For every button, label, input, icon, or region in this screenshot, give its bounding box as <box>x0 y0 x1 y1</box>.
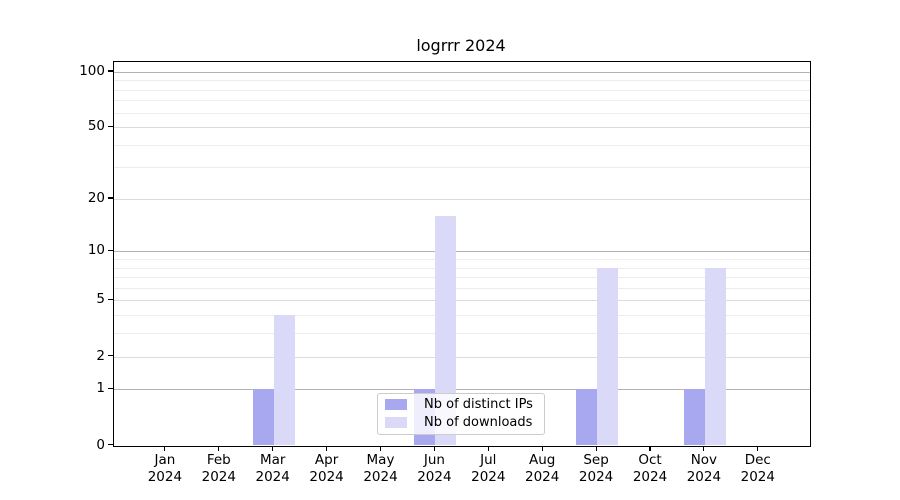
x-tick-label-dec: Dec 2024 <box>740 452 775 485</box>
gridline-minor <box>114 100 810 102</box>
x-tick-mark <box>272 446 274 451</box>
y-tick-label: 5 <box>96 291 105 308</box>
legend-label-distinct-ips: Nb of distinct IPs <box>424 396 533 412</box>
bar-downloads-jun <box>435 216 457 446</box>
x-tick-label-jan: Jan 2024 <box>147 452 183 485</box>
plot-area <box>113 60 811 447</box>
y-tick-label: 0 <box>96 436 105 453</box>
gridline-minor <box>114 259 810 261</box>
y-tick-mark <box>107 355 113 357</box>
legend-item-downloads: Nb of downloads <box>385 414 537 431</box>
gridline-minor <box>114 112 810 114</box>
x-tick-label-jun: Jun 2024 <box>417 452 452 485</box>
y-tick-mark <box>107 249 113 252</box>
y-tick-mark <box>107 197 113 199</box>
gridline-major <box>114 127 810 129</box>
x-tick-mark <box>595 446 597 451</box>
gridline-minor <box>114 277 810 279</box>
legend-swatch-distinct-ips <box>385 399 407 410</box>
bar-distinct-ips-nov <box>683 389 705 446</box>
x-tick-label-jul: Jul 2024 <box>471 452 506 485</box>
x-tick-label-nov: Nov 2024 <box>686 452 722 485</box>
x-tick-mark <box>541 446 543 451</box>
x-tick-mark <box>487 446 489 451</box>
y-tick-label: 100 <box>79 62 105 79</box>
x-tick-mark <box>326 446 328 451</box>
y-tick-label: 1 <box>96 380 105 397</box>
gridline-minor <box>114 315 810 317</box>
y-tick-mark <box>107 298 113 301</box>
x-tick-mark <box>433 446 435 451</box>
gridline-major <box>114 389 810 391</box>
legend-label-downloads: Nb of downloads <box>424 414 533 430</box>
y-tick-label: 20 <box>87 189 105 206</box>
chart-title: logrrr 2024 <box>416 36 506 55</box>
x-tick-label-may: May 2024 <box>363 452 398 485</box>
y-tick-label: 2 <box>96 347 105 364</box>
gridline-minor <box>114 167 810 169</box>
gridline-minor <box>114 333 810 335</box>
gridline-major <box>114 71 810 73</box>
x-tick-mark <box>649 446 651 451</box>
gridline-minor <box>114 89 810 91</box>
y-tick-mark <box>107 125 113 127</box>
y-tick-label: 10 <box>87 242 105 259</box>
x-tick-label-aug: Aug 2024 <box>525 452 560 485</box>
gridline-major <box>114 251 810 253</box>
bar-downloads-nov <box>704 267 726 446</box>
x-tick-label-apr: Apr 2024 <box>309 452 344 485</box>
x-tick-label-oct: Oct 2024 <box>632 452 668 485</box>
bar-downloads-sep <box>597 267 619 446</box>
x-tick-label-sep: Sep 2024 <box>578 452 614 485</box>
gridline-major <box>114 198 810 200</box>
bar-distinct-ips-mar <box>252 389 274 446</box>
legend: Nb of distinct IPs Nb of downloads <box>377 392 545 435</box>
x-tick-label-feb: Feb 2024 <box>201 452 236 485</box>
x-tick-mark <box>757 446 759 451</box>
x-tick-mark <box>379 446 382 451</box>
bar-downloads-mar <box>273 315 295 446</box>
gridline-major <box>114 300 810 302</box>
x-tick-mark <box>164 446 166 451</box>
legend-swatch-downloads <box>385 417 407 428</box>
gridline-major <box>114 356 810 358</box>
gridline-minor <box>114 144 810 146</box>
x-tick-mark <box>218 446 220 451</box>
gridline-minor <box>114 287 810 289</box>
x-tick-label-mar: Mar 2024 <box>255 452 290 485</box>
y-tick-mark <box>107 387 113 390</box>
gridline-minor <box>114 267 810 269</box>
y-tick-mark <box>107 70 113 72</box>
y-tick-label: 50 <box>87 118 105 135</box>
bar-distinct-ips-sep <box>576 389 598 446</box>
x-tick-mark <box>703 446 705 451</box>
legend-item-distinct-ips: Nb of distinct IPs <box>385 396 537 413</box>
y-tick-mark <box>107 444 113 446</box>
gridline-minor <box>114 80 810 82</box>
